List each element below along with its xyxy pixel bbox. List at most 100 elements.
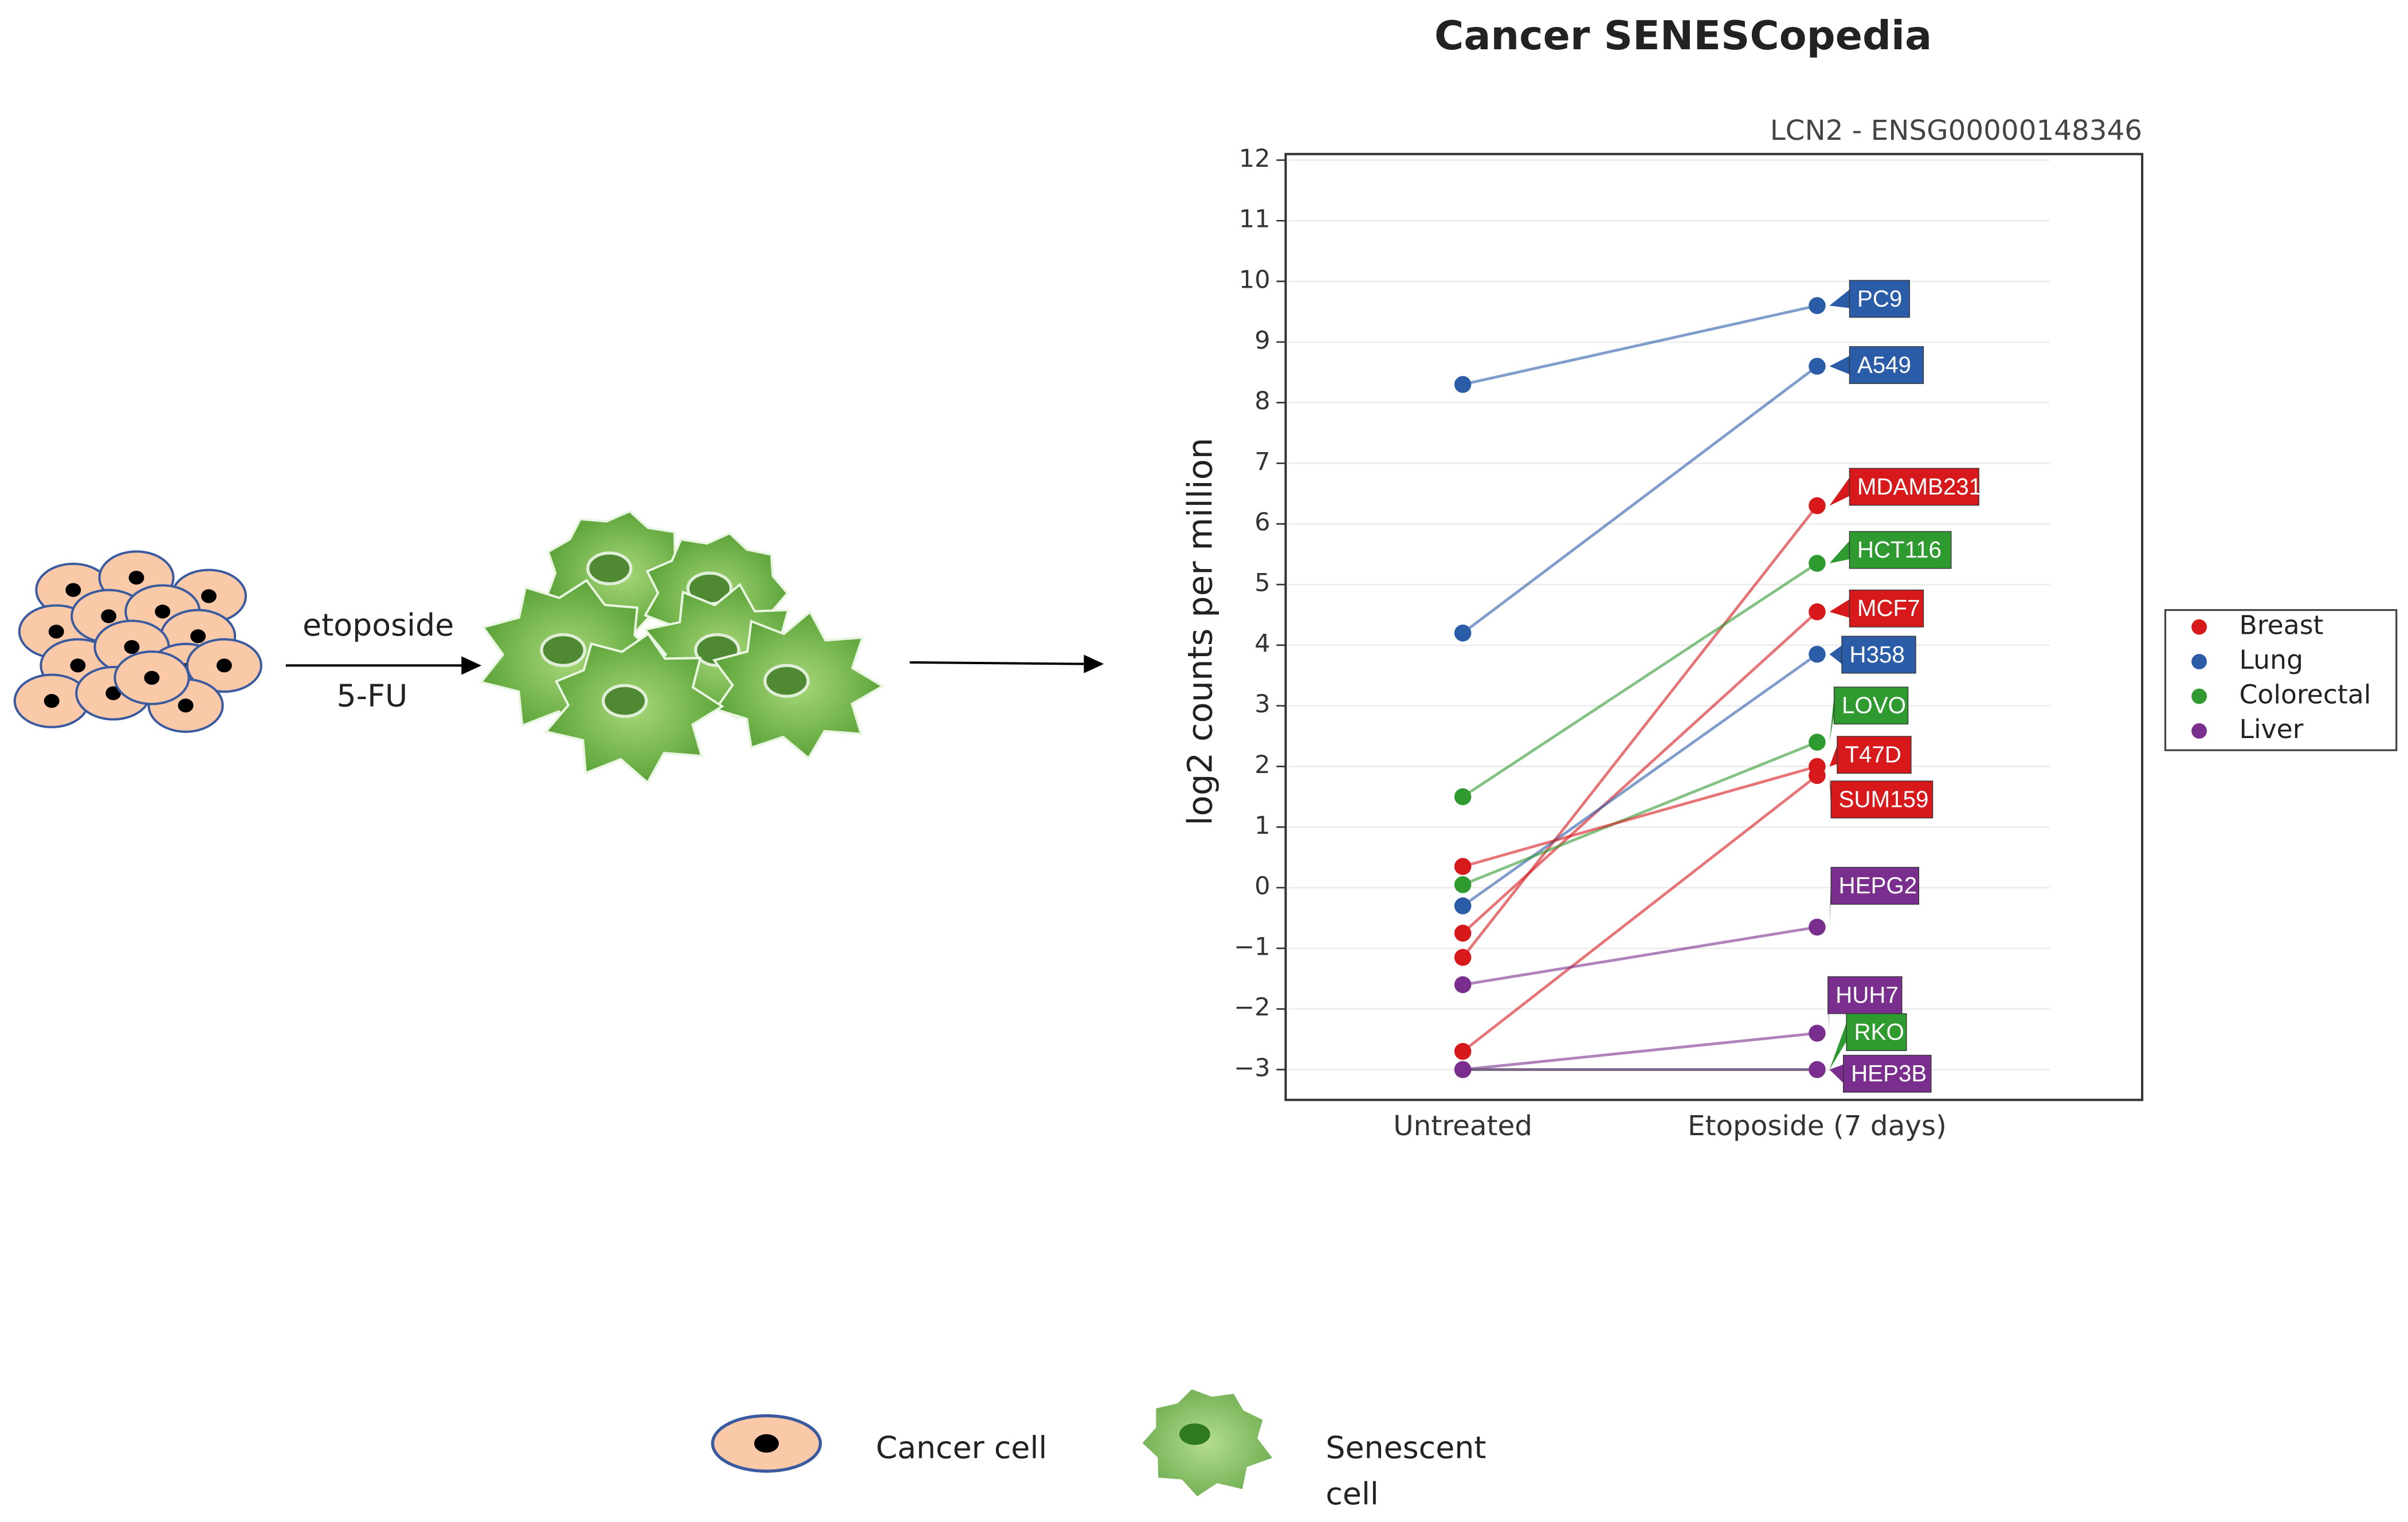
legend-label: Liver: [2240, 714, 2304, 744]
data-label: RKO: [1854, 1018, 1904, 1045]
point: [1454, 897, 1472, 915]
data-label: PC9: [1857, 285, 1902, 312]
key-label: Cancer cell: [876, 1429, 1047, 1465]
nucleus: [70, 658, 86, 673]
series-line: [1462, 925, 1818, 986]
key-label: Senescent: [1325, 1429, 1486, 1465]
data-label: H358: [1849, 641, 1904, 668]
key-label: cell: [1325, 1476, 1379, 1512]
point: [1454, 1061, 1472, 1078]
label-pointer: [1829, 696, 1834, 743]
y-tick-label: 12: [1239, 144, 1270, 173]
y-tick-label: 0: [1254, 872, 1270, 901]
point: [1454, 948, 1472, 966]
series-line: [1462, 740, 1818, 886]
point: [1809, 767, 1826, 784]
series-line: [1462, 365, 1818, 634]
y-tick-label: 10: [1239, 266, 1270, 295]
y-tick-label: 6: [1254, 508, 1270, 537]
data-label: MCF7: [1857, 595, 1920, 621]
point: [1809, 733, 1826, 751]
data-label: MDAMB231: [1857, 473, 1982, 500]
treatment-label: etoposide: [303, 607, 454, 643]
label-tag: [1849, 346, 1924, 385]
label-tag: [1827, 976, 1903, 1014]
point: [1454, 976, 1472, 994]
y-tick-label: −3: [1234, 1054, 1270, 1082]
legend-swatch: [2191, 619, 2207, 635]
nucleus: [754, 1434, 779, 1453]
point: [1454, 858, 1472, 875]
point: [1454, 376, 1472, 393]
label-tag: [1830, 866, 1920, 905]
nucleus: [44, 694, 60, 708]
nucleus: [48, 625, 64, 639]
point: [1809, 645, 1826, 663]
y-tick-label: 8: [1254, 387, 1270, 415]
point: [1809, 1061, 1826, 1078]
nucleus: [601, 684, 648, 718]
label-tag: [1849, 531, 1952, 569]
y-tick-label: 3: [1254, 690, 1270, 719]
series-line: [1462, 304, 1818, 386]
label-tag: [1837, 736, 1912, 774]
nucleus: [1179, 1423, 1210, 1445]
point: [1809, 919, 1826, 936]
nucleus: [155, 605, 171, 619]
nucleus: [190, 629, 206, 644]
nucleus: [586, 551, 633, 586]
label-tag: [1849, 468, 1979, 506]
label-pointer: [1829, 289, 1850, 308]
nucleus: [540, 633, 587, 668]
label-pointer: [1829, 477, 1850, 506]
data-label: HEP3B: [1851, 1060, 1927, 1086]
series-line: [1462, 774, 1818, 1053]
series-line: [1462, 653, 1818, 907]
point: [1454, 788, 1472, 806]
legend-swatch: [2191, 654, 2207, 670]
point: [1809, 358, 1826, 375]
series-line: [1462, 1031, 1818, 1071]
y-tick-label: 7: [1254, 448, 1270, 476]
nucleus: [65, 583, 81, 597]
y-tick-label: 9: [1254, 326, 1270, 355]
x-tick-label: Untreated: [1393, 1110, 1532, 1142]
label-pointer: [1829, 645, 1842, 664]
point: [1809, 555, 1826, 572]
arrowhead: [461, 656, 482, 675]
nucleus: [144, 670, 160, 685]
nucleus: [105, 686, 121, 700]
label-tag: [1842, 1054, 1932, 1093]
label-tag: [1849, 280, 1910, 318]
data-label: SUM159: [1839, 786, 1929, 813]
nucleus: [178, 699, 194, 713]
legend-swatch: [2191, 723, 2207, 739]
legend-label: Colorectal: [2240, 680, 2371, 710]
nucleus: [128, 571, 144, 585]
point: [1454, 1042, 1472, 1060]
series-line: [1461, 505, 1818, 959]
point: [1454, 624, 1472, 642]
data-label: HCT116: [1857, 536, 1942, 563]
arrow: [909, 661, 1084, 665]
label-pointer: [1829, 1023, 1847, 1070]
chart-title: Cancer SENESCopedia: [1434, 13, 1932, 59]
point: [1454, 924, 1472, 942]
chart-subtitle: LCN2 - ENSG00000148346: [1770, 115, 2142, 147]
point: [1454, 876, 1472, 893]
nucleus: [101, 609, 117, 623]
arrowhead: [1084, 654, 1104, 673]
legend-swatch: [2191, 688, 2207, 704]
treatment-label: 5-FU: [336, 677, 407, 713]
nucleus: [216, 658, 232, 673]
key-senescent-cell: [1142, 1389, 1273, 1497]
label-tag: [1846, 1013, 1907, 1052]
x-tick-label: Etoposide (7 days): [1688, 1110, 1947, 1142]
series-line: [1462, 610, 1818, 935]
nucleus: [763, 664, 810, 698]
data-label: LOVO: [1842, 692, 1906, 719]
plot-frame: [1284, 152, 2144, 1101]
nucleus: [201, 589, 217, 603]
